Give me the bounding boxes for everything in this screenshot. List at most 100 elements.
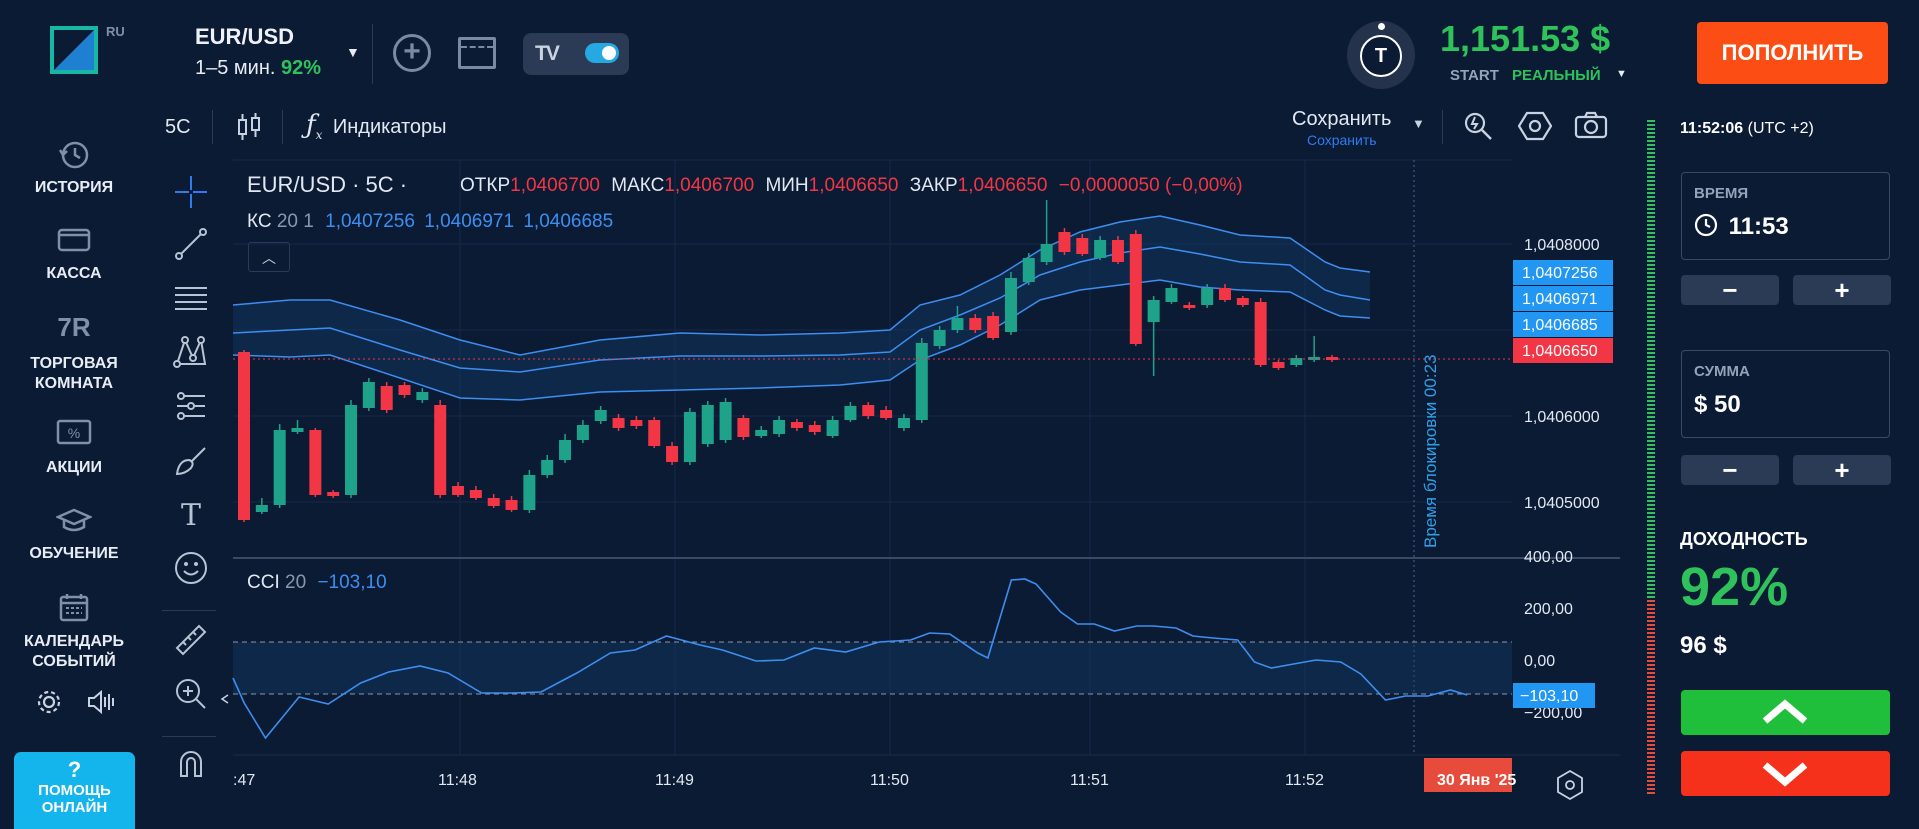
chart-settings-icon[interactable]	[1517, 110, 1553, 147]
indicators-button[interactable]: ƒx Индикаторы	[306, 110, 447, 142]
time-axis-label: 11:49	[655, 772, 694, 789]
asset-name[interactable]: EUR/USD	[195, 24, 295, 49]
timer-tick	[1647, 628, 1655, 630]
history-icon	[0, 140, 148, 170]
ruler-icon[interactable]	[162, 620, 220, 664]
timer-tick	[1647, 536, 1655, 538]
candle-body	[576, 425, 589, 440]
collapse-legend-button[interactable]: ︿	[248, 242, 290, 272]
candle-body	[915, 343, 928, 420]
server-time: 11:52:06 (UTC +2)	[1680, 120, 1814, 138]
time-axis-label: 11:50	[870, 772, 909, 789]
layout-icon[interactable]	[458, 37, 496, 69]
logo[interactable]	[50, 26, 98, 74]
zoom-in-icon[interactable]	[162, 674, 220, 718]
timer-tick	[1647, 148, 1655, 150]
settings-gear-icon[interactable]	[36, 689, 62, 720]
timer-tick	[1647, 352, 1655, 354]
candle-body	[255, 505, 268, 512]
toggle-switch[interactable]	[585, 43, 619, 63]
timer-tick	[1647, 792, 1655, 794]
timer-tick	[1647, 524, 1655, 526]
amount-field[interactable]: СУММА $ 50	[1681, 350, 1890, 438]
scroll-left-icon	[220, 694, 229, 704]
sidebar-item-education[interactable]: ОБУЧЕНИЕ	[0, 508, 148, 564]
sidebar-item-calendar[interactable]: КАЛЕНДАРЬ СОБЫТИЙ	[0, 592, 148, 672]
price-tag-label: 1,0406650	[1522, 343, 1598, 360]
save-button[interactable]: Сохранить	[1292, 108, 1392, 130]
cci-legend[interactable]: CCI 20 −103,10	[247, 572, 387, 594]
balance[interactable]: 1,151.53 $	[1440, 18, 1611, 59]
asset-timeframe[interactable]: 1–5 мин. 92%	[195, 57, 321, 80]
brush-icon[interactable]	[162, 440, 220, 484]
candle-type-icon[interactable]	[236, 112, 262, 147]
magnet-icon[interactable]	[162, 744, 220, 788]
tradingview-toggle[interactable]: TV	[523, 33, 629, 75]
time-plus-button[interactable]: +	[1793, 275, 1891, 305]
language-badge[interactable]: RU	[106, 24, 125, 39]
timer-tick	[1647, 648, 1655, 650]
sidebar-item-trading-room[interactable]: 7R ТОРГОВАЯ КОМНАТА	[0, 312, 148, 394]
fib-retracement-icon[interactable]	[162, 278, 220, 322]
crosshair-icon[interactable]	[162, 170, 220, 214]
quick-search-icon[interactable]	[1462, 110, 1494, 147]
timer-tick	[1647, 184, 1655, 186]
amount-plus-button[interactable]: +	[1793, 455, 1891, 485]
candle-body	[1218, 288, 1231, 300]
timer-tick	[1647, 140, 1655, 142]
emoji-icon[interactable]	[162, 548, 220, 592]
amount-value[interactable]: $ 50	[1694, 391, 1741, 418]
timer-tick	[1647, 412, 1655, 414]
candle-body	[541, 460, 554, 475]
screenshot-camera-icon[interactable]	[1574, 110, 1608, 145]
timer-tick	[1647, 192, 1655, 194]
timer-tick	[1647, 264, 1655, 266]
amount-minus-button[interactable]: −	[1681, 455, 1779, 485]
timer-tick	[1647, 316, 1655, 318]
time-minus-button[interactable]: −	[1681, 275, 1779, 305]
price-tag	[1513, 312, 1613, 337]
timer-tick	[1647, 432, 1655, 434]
timer-tick	[1647, 712, 1655, 714]
timer-tick	[1647, 532, 1655, 534]
cci-axis-label: 200,00	[1524, 601, 1573, 618]
chevron-down-icon[interactable]: ▼	[1412, 116, 1425, 131]
chevron-down-icon[interactable]: ▼	[1616, 68, 1627, 80]
interval-selector[interactable]: 5C	[165, 116, 191, 138]
sidebar-item-history[interactable]: ИСТОРИЯ	[0, 140, 148, 198]
text-tool-icon[interactable]: T	[180, 498, 201, 533]
expiry-time-field[interactable]: ВРЕМЯ 11:53	[1681, 172, 1890, 260]
timer-tick	[1647, 448, 1655, 450]
chevron-down-icon[interactable]: ▼	[346, 44, 360, 60]
timer-tick	[1647, 120, 1655, 122]
server-time-value: 11:52:06	[1680, 120, 1744, 137]
deposit-button[interactable]: ПОПОЛНИТЬ	[1697, 22, 1888, 84]
sound-icon[interactable]	[86, 689, 116, 720]
candle-body	[1290, 358, 1303, 365]
trend-line-icon[interactable]	[162, 224, 220, 268]
account-type[interactable]: РЕАЛЬНЫЙ	[1512, 67, 1601, 84]
sidebar-item-promo[interactable]: % АКЦИИ	[0, 418, 148, 478]
add-asset-button[interactable]: +	[393, 34, 431, 72]
price-tag-label: 1,0406685	[1522, 317, 1598, 334]
help-online-button[interactable]: ? ПОМОЩЬ ОНЛАЙН	[14, 752, 135, 829]
timer-tick	[1647, 740, 1655, 742]
timer-tick	[1647, 228, 1655, 230]
price-tag-label: 1,0406971	[1522, 291, 1598, 308]
timer-tick	[1647, 604, 1655, 606]
prediction-icon[interactable]	[162, 386, 220, 430]
timer-tick	[1647, 284, 1655, 286]
sell-down-button[interactable]	[1681, 751, 1890, 796]
timer-tick	[1647, 396, 1655, 398]
buy-up-button[interactable]	[1681, 690, 1890, 735]
timer-tick	[1647, 772, 1655, 774]
svg-text:%: %	[68, 425, 80, 441]
kc-legend[interactable]: КС 20 1 1,0407256 1,0406971 1,0406685	[247, 211, 613, 233]
timer-tick	[1647, 224, 1655, 226]
timer-tick	[1647, 608, 1655, 610]
timer-tick	[1647, 704, 1655, 706]
account-tier: START	[1450, 67, 1499, 84]
sidebar-item-cashier[interactable]: КАССА	[0, 226, 148, 284]
pattern-icon[interactable]	[162, 332, 220, 376]
